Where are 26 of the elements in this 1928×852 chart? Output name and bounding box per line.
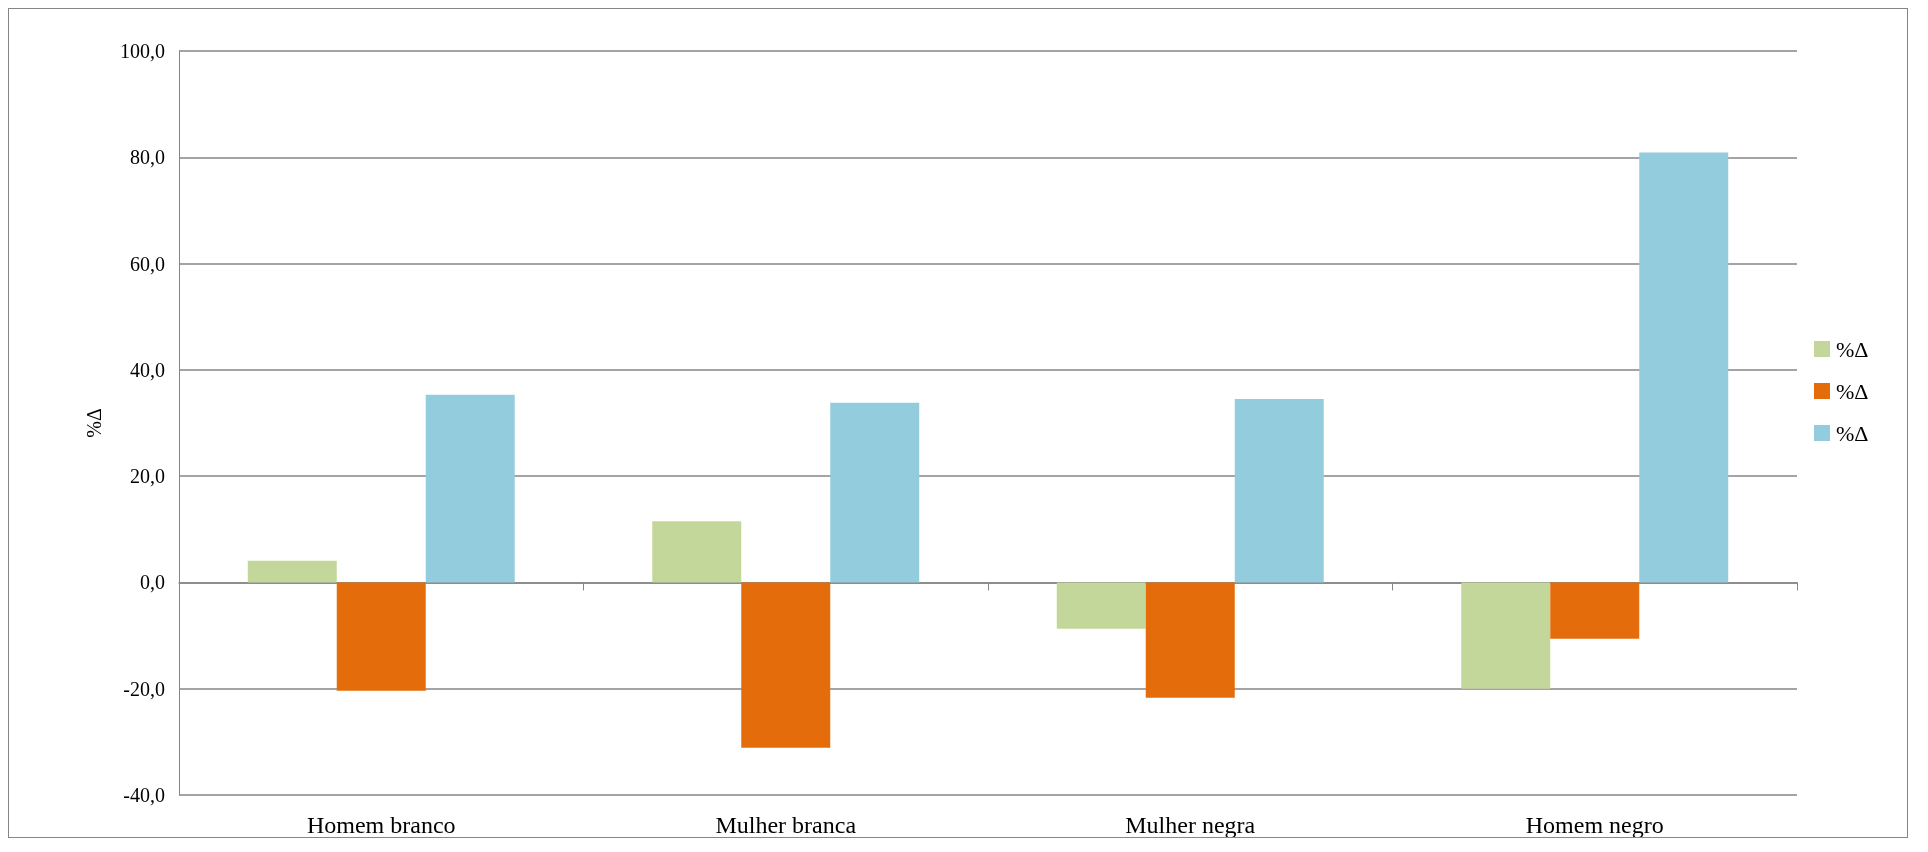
bar xyxy=(741,582,831,748)
bar xyxy=(425,394,515,583)
x-tick-label: Mulher branca xyxy=(715,812,857,838)
x-tick-label: Homem branco xyxy=(306,812,456,838)
bar xyxy=(830,402,920,583)
bar xyxy=(1639,152,1729,583)
y-tick-label: 40,0 xyxy=(130,358,165,381)
bar xyxy=(336,582,426,691)
y-tick-label: -20,0 xyxy=(123,677,165,700)
bar xyxy=(1234,399,1324,583)
bar xyxy=(1461,582,1551,689)
y-tick-label: 0,0 xyxy=(140,571,165,594)
y-tick-label: -40,0 xyxy=(123,784,165,806)
bar xyxy=(1056,582,1146,629)
bar xyxy=(1550,582,1640,639)
y-axis-title: %Δ xyxy=(83,408,105,438)
legend-label: %Δ xyxy=(1836,420,1869,446)
bar xyxy=(247,560,337,583)
legend-label: %Δ xyxy=(1836,336,1869,362)
y-tick-label: 20,0 xyxy=(130,465,165,488)
bar xyxy=(1145,582,1235,698)
y-tick-label: 60,0 xyxy=(130,252,165,275)
y-tick-label: 80,0 xyxy=(130,146,165,169)
legend-label: %Δ xyxy=(1836,378,1869,404)
y-tick-label: 100,0 xyxy=(120,40,165,62)
bar xyxy=(652,521,742,583)
